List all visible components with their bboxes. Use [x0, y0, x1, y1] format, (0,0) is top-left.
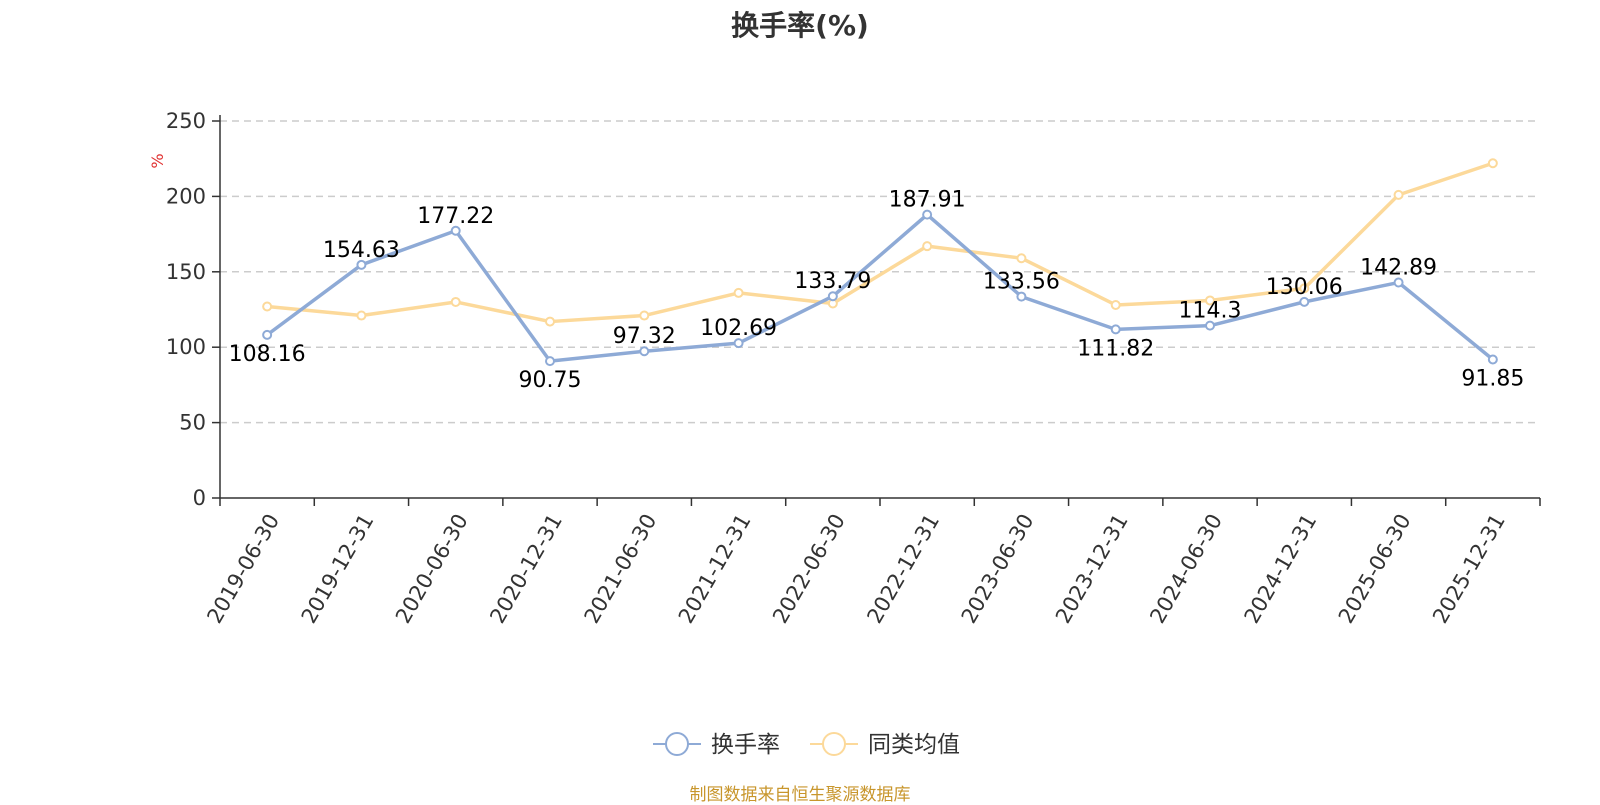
data-point-1: [545, 316, 555, 327]
x-tick-label: 2024-06-30: [1145, 510, 1227, 628]
data-point-0: [1205, 320, 1215, 331]
data-point-1: [1205, 295, 1215, 306]
y-tick-label: 100: [166, 335, 206, 359]
x-tick-label: 2019-06-30: [202, 510, 284, 628]
data-point-1: [639, 310, 650, 321]
grid-lines: [220, 120, 1540, 424]
data-point-1: [1110, 299, 1121, 310]
series-line-1: [266, 161, 1494, 324]
data-labels: 108.16 154.63 177.22 90.75 97.32 102.69 133.79…: [229, 188, 1525, 394]
x-tick-label: 2021-06-30: [580, 510, 662, 628]
data-label: 111.82: [1077, 336, 1154, 361]
data-point-0: [1393, 277, 1404, 288]
data-point-0: [1110, 324, 1121, 335]
data-label: 142.89: [1360, 256, 1437, 281]
data-label: 133.56: [983, 270, 1060, 295]
legend-marker: [822, 732, 846, 756]
data-point-1: [1393, 189, 1404, 200]
y-tick-label: 0: [193, 486, 206, 510]
legend-marker: [665, 732, 689, 756]
data-label: 187.91: [889, 188, 966, 213]
data-point-0: [1016, 291, 1027, 302]
chart-title: 换手率(%): [731, 9, 869, 42]
data-label: 114.3: [1179, 299, 1242, 324]
data-point-0: [922, 209, 933, 220]
x-tick-label: 2021-12-31: [674, 510, 756, 628]
data-point-0: [356, 259, 367, 270]
x-tick-label: 2020-12-31: [485, 510, 567, 628]
x-tick-label: 2022-06-30: [768, 510, 850, 628]
data-label: 108.16: [229, 342, 306, 367]
data-point-1: [733, 287, 744, 298]
data-label: 97.32: [613, 324, 676, 349]
series-line-0: [266, 212, 1494, 363]
data-label: 133.79: [794, 269, 871, 294]
source-note: 制图数据来自恒生聚源数据库: [689, 785, 911, 805]
y-tick-label: 50: [179, 411, 206, 435]
x-tick-label: 2025-12-31: [1428, 510, 1510, 628]
data-label: 177.22: [417, 204, 494, 229]
data-point-1: [922, 241, 933, 252]
data-point-0: [545, 356, 555, 367]
x-tick-label: 2020-06-30: [391, 510, 473, 628]
x-tick-label: 2024-12-31: [1240, 510, 1322, 628]
data-point-1: [262, 301, 273, 312]
legend-item-1[interactable]: 同类均值: [810, 732, 960, 758]
data-point-1: [1299, 283, 1310, 294]
data-label: 102.69: [700, 316, 777, 341]
data-point-1: [1016, 253, 1027, 264]
data-label: 91.85: [1461, 366, 1524, 391]
data-point-0: [733, 338, 744, 349]
data-label: 130.06: [1266, 275, 1343, 300]
data-point-1: [450, 296, 461, 307]
x-tick-label: 2022-12-31: [862, 510, 944, 628]
data-point-1: [1487, 158, 1498, 169]
data-label: 90.75: [519, 368, 582, 393]
y-tick-label: 150: [166, 260, 206, 284]
y-tick-label: 250: [166, 109, 206, 133]
x-tick-label: 2019-12-31: [297, 510, 379, 628]
legend-item-0[interactable]: 换手率: [653, 732, 780, 758]
data-point-0: [639, 346, 650, 357]
y-tick-label: 200: [166, 184, 206, 208]
legend-label: 换手率: [711, 732, 780, 758]
data-point-0: [450, 225, 461, 236]
x-tick-label: 2025-06-30: [1334, 510, 1416, 628]
data-point-1: [356, 310, 367, 321]
data-label: 154.63: [323, 238, 400, 263]
x-tick-label: 2023-12-31: [1051, 510, 1133, 628]
series-lines: [262, 158, 1498, 367]
y-axis-label: %: [148, 153, 167, 168]
data-point-0: [827, 291, 838, 302]
legend-label: 同类均值: [868, 732, 960, 758]
data-point-0: [1487, 354, 1498, 365]
data-point-0: [1299, 296, 1310, 307]
data-point-0: [262, 329, 273, 340]
x-tick-label: 2023-06-30: [957, 510, 1039, 628]
legend[interactable]: 换手率 同类均值: [653, 732, 960, 758]
